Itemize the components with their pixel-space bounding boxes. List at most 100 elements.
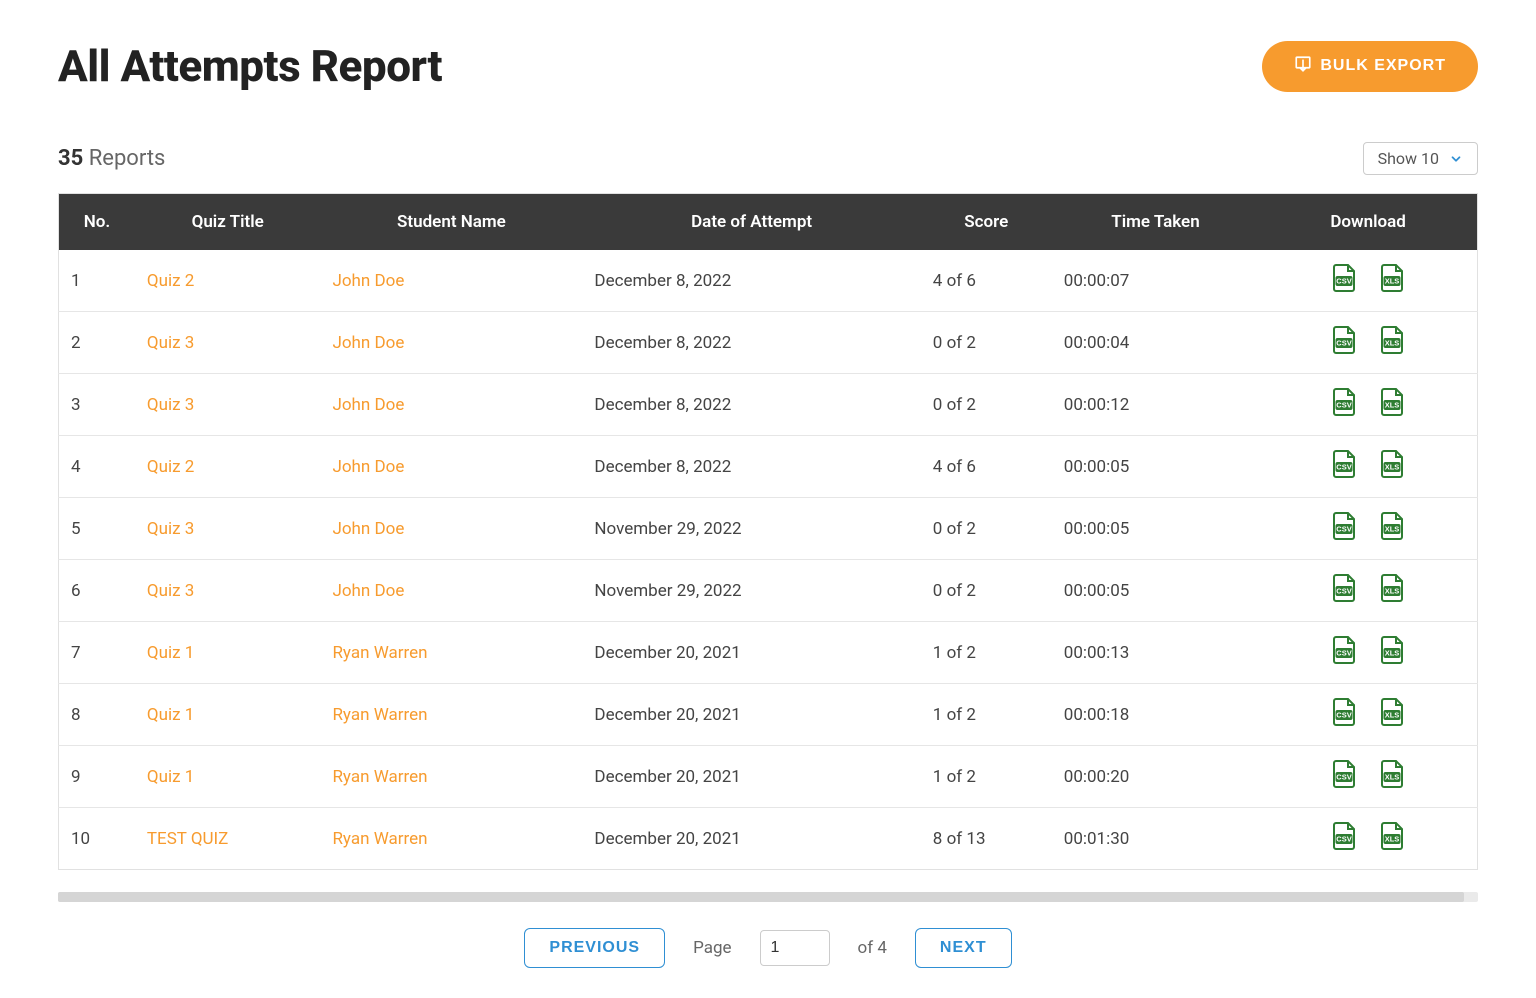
reports-count: 35 Reports — [58, 146, 165, 171]
cell-date: December 20, 2021 — [582, 808, 920, 870]
svg-text:CSV: CSV — [1336, 587, 1351, 596]
svg-text:XLS: XLS — [1385, 401, 1400, 410]
quiz-link[interactable]: Quiz 3 — [147, 581, 194, 601]
col-header-no: No. — [59, 194, 135, 251]
cell-no: 7 — [59, 622, 135, 684]
download-xls-icon[interactable]: XLS — [1379, 326, 1405, 354]
col-header-date: Date of Attempt — [582, 194, 920, 251]
download-csv-icon[interactable]: CSV — [1331, 760, 1357, 788]
table-row: 10 TEST QUIZ Ryan Warren December 20, 20… — [59, 808, 1478, 870]
download-xls-icon[interactable]: XLS — [1379, 512, 1405, 540]
next-button[interactable]: NEXT — [915, 928, 1012, 968]
download-xls-icon[interactable]: XLS — [1379, 450, 1405, 478]
page-size-select[interactable]: Show 10 — [1363, 142, 1478, 175]
table-row: 1 Quiz 2 John Doe December 8, 2022 4 of … — [59, 250, 1478, 312]
student-link[interactable]: John Doe — [332, 395, 404, 415]
table-row: 6 Quiz 3 John Doe November 29, 2022 0 of… — [59, 560, 1478, 622]
quiz-link[interactable]: TEST QUIZ — [147, 829, 228, 849]
student-link[interactable]: John Doe — [332, 271, 404, 291]
cell-date: December 20, 2021 — [582, 622, 920, 684]
download-csv-icon[interactable]: CSV — [1331, 450, 1357, 478]
quiz-link[interactable]: Quiz 3 — [147, 519, 194, 539]
export-icon — [1294, 55, 1312, 78]
table-row: 4 Quiz 2 John Doe December 8, 2022 4 of … — [59, 436, 1478, 498]
download-csv-icon[interactable]: CSV — [1331, 822, 1357, 850]
quiz-link[interactable]: Quiz 1 — [147, 705, 194, 725]
quiz-link[interactable]: Quiz 1 — [147, 643, 194, 663]
cell-download: CSV XLS — [1259, 436, 1477, 498]
student-link[interactable]: Ryan Warren — [332, 829, 427, 849]
cell-score: 0 of 2 — [921, 312, 1052, 374]
download-xls-icon[interactable]: XLS — [1379, 264, 1405, 292]
quiz-link[interactable]: Quiz 3 — [147, 395, 194, 415]
download-csv-icon[interactable]: CSV — [1331, 512, 1357, 540]
quiz-link[interactable]: Quiz 2 — [147, 457, 194, 477]
table-row: 2 Quiz 3 John Doe December 8, 2022 0 of … — [59, 312, 1478, 374]
quiz-link[interactable]: Quiz 3 — [147, 333, 194, 353]
pagination: PREVIOUS Page of 4 NEXT — [58, 928, 1478, 968]
col-header-download: Download — [1259, 194, 1477, 251]
cell-date: November 29, 2022 — [582, 498, 920, 560]
page-input[interactable] — [760, 930, 830, 966]
download-csv-icon[interactable]: CSV — [1331, 574, 1357, 602]
svg-text:XLS: XLS — [1385, 711, 1400, 720]
cell-score: 1 of 2 — [921, 746, 1052, 808]
cell-time: 00:00:05 — [1052, 498, 1259, 560]
download-xls-icon[interactable]: XLS — [1379, 760, 1405, 788]
cell-date: December 20, 2021 — [582, 684, 920, 746]
cell-download: CSV XLS — [1259, 312, 1477, 374]
download-csv-icon[interactable]: CSV — [1331, 636, 1357, 664]
cell-no: 6 — [59, 560, 135, 622]
cell-time: 00:00:13 — [1052, 622, 1259, 684]
download-xls-icon[interactable]: XLS — [1379, 698, 1405, 726]
download-xls-icon[interactable]: XLS — [1379, 574, 1405, 602]
cell-download: CSV XLS — [1259, 250, 1477, 312]
quiz-link[interactable]: Quiz 2 — [147, 271, 194, 291]
student-link[interactable]: Ryan Warren — [332, 643, 427, 663]
cell-date: December 8, 2022 — [582, 250, 920, 312]
col-header-time: Time Taken — [1052, 194, 1259, 251]
svg-text:CSV: CSV — [1336, 773, 1351, 782]
previous-button[interactable]: PREVIOUS — [524, 928, 665, 968]
cell-download: CSV XLS — [1259, 746, 1477, 808]
svg-text:XLS: XLS — [1385, 339, 1400, 348]
student-link[interactable]: John Doe — [332, 581, 404, 601]
download-xls-icon[interactable]: XLS — [1379, 822, 1405, 850]
bulk-export-button[interactable]: BULK EXPORT — [1262, 41, 1478, 92]
reports-count-number: 35 — [58, 146, 83, 171]
cell-no: 3 — [59, 374, 135, 436]
svg-text:XLS: XLS — [1385, 835, 1400, 844]
horizontal-scrollbar-thumb[interactable] — [58, 892, 1464, 902]
cell-date: November 29, 2022 — [582, 560, 920, 622]
cell-date: December 20, 2021 — [582, 746, 920, 808]
svg-text:XLS: XLS — [1385, 277, 1400, 286]
download-xls-icon[interactable]: XLS — [1379, 388, 1405, 416]
page-of-label: of 4 — [858, 938, 887, 958]
svg-text:XLS: XLS — [1385, 463, 1400, 472]
download-csv-icon[interactable]: CSV — [1331, 326, 1357, 354]
page-label: Page — [693, 938, 731, 958]
horizontal-scrollbar[interactable] — [58, 892, 1478, 902]
table-row: 9 Quiz 1 Ryan Warren December 20, 2021 1… — [59, 746, 1478, 808]
svg-text:CSV: CSV — [1336, 401, 1351, 410]
student-link[interactable]: Ryan Warren — [332, 705, 427, 725]
download-xls-icon[interactable]: XLS — [1379, 636, 1405, 664]
cell-no: 5 — [59, 498, 135, 560]
cell-date: December 8, 2022 — [582, 312, 920, 374]
cell-download: CSV XLS — [1259, 684, 1477, 746]
student-link[interactable]: Ryan Warren — [332, 767, 427, 787]
student-link[interactable]: John Doe — [332, 333, 404, 353]
download-csv-icon[interactable]: CSV — [1331, 264, 1357, 292]
cell-no: 2 — [59, 312, 135, 374]
bulk-export-label: BULK EXPORT — [1320, 57, 1446, 75]
cell-download: CSV XLS — [1259, 808, 1477, 870]
quiz-link[interactable]: Quiz 1 — [147, 767, 194, 787]
student-link[interactable]: John Doe — [332, 457, 404, 477]
table-row: 7 Quiz 1 Ryan Warren December 20, 2021 1… — [59, 622, 1478, 684]
download-csv-icon[interactable]: CSV — [1331, 698, 1357, 726]
student-link[interactable]: John Doe — [332, 519, 404, 539]
svg-text:CSV: CSV — [1336, 711, 1351, 720]
table-row: 3 Quiz 3 John Doe December 8, 2022 0 of … — [59, 374, 1478, 436]
download-csv-icon[interactable]: CSV — [1331, 388, 1357, 416]
cell-download: CSV XLS — [1259, 498, 1477, 560]
